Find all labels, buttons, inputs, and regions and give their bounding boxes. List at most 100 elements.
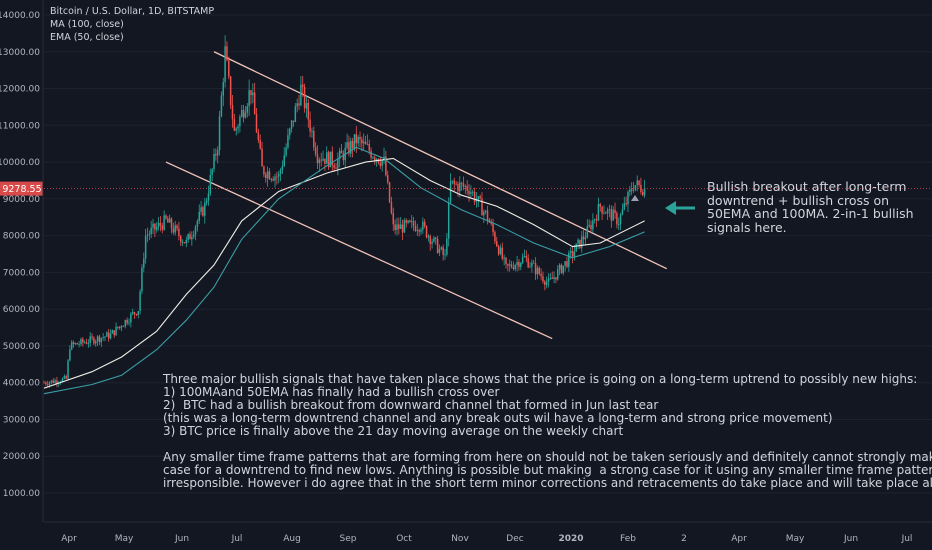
candle-body (442, 247, 444, 256)
candle-body (157, 222, 160, 227)
candle-body (265, 174, 267, 179)
candle-body (601, 206, 603, 214)
candle-body (301, 84, 304, 87)
y-tick-label: 8000.00 (3, 232, 40, 242)
candle-body (259, 140, 261, 149)
candle-body (268, 171, 271, 180)
candle-body (617, 224, 620, 225)
candle-body (333, 165, 335, 168)
candle-body (240, 110, 243, 117)
x-tick-label: Feb (620, 534, 636, 544)
candle-body (222, 82, 225, 96)
candle-body (579, 239, 581, 248)
legend-ma: MA (100, close) (50, 19, 124, 30)
current-price-line: 9278.55 (0, 181, 932, 201)
candle-body (449, 181, 452, 203)
candle-body (418, 230, 420, 232)
candle-body (555, 277, 557, 280)
candle-body (279, 169, 282, 175)
chart-legend: Bitcoin / U.S. Dollar, 1D, BITSTAMP MA (… (50, 5, 214, 44)
candle-body (54, 380, 56, 383)
candle-body (412, 221, 415, 226)
y-tick-label: 13000.00 (0, 48, 40, 58)
candle-body (246, 106, 249, 113)
candle-body (481, 198, 483, 216)
candle-body (322, 158, 324, 161)
candle-body (368, 143, 370, 151)
candle-body (490, 222, 492, 224)
candle-body (170, 218, 173, 229)
candle-body (392, 213, 395, 225)
candle-body (205, 200, 208, 203)
x-tick-label: Dec (506, 534, 523, 544)
candle-body (104, 336, 106, 338)
candle-body (575, 243, 577, 252)
candle-body (252, 92, 254, 96)
candle-body (248, 90, 250, 107)
candle-body (551, 277, 553, 279)
candle-body (128, 322, 130, 324)
candle-body (592, 220, 594, 230)
candle-body (444, 254, 446, 256)
candle-body (89, 336, 91, 343)
candle-body (518, 261, 520, 267)
candle-body (296, 103, 298, 107)
candle-body (505, 257, 507, 264)
chart-grid (44, 14, 932, 494)
candle-body (453, 180, 456, 184)
x-tick-label: May (786, 534, 805, 544)
candle-body (45, 382, 47, 385)
candle-body (277, 174, 280, 177)
candle-body (181, 242, 184, 244)
candle-body (610, 209, 613, 221)
candle-body (621, 209, 624, 215)
candle-body (76, 343, 79, 345)
candle-body (119, 326, 121, 329)
candle-body (309, 119, 311, 132)
candle-body (231, 105, 234, 120)
x-tick-label: Apr (61, 534, 77, 544)
candle-body (70, 342, 73, 350)
candle-body (475, 200, 478, 202)
candle-body (586, 226, 589, 238)
candle-body (250, 90, 252, 96)
candle-body (281, 166, 284, 170)
y-tick-label: 9000.00 (3, 195, 40, 205)
candle-body (218, 116, 221, 151)
candle-body (584, 237, 587, 240)
candle-body (558, 264, 561, 270)
candle-body (348, 142, 350, 154)
candle-body (313, 131, 315, 148)
candle-body (324, 158, 326, 164)
candle-body (331, 151, 334, 166)
candle-body (353, 134, 356, 149)
current-price-label: 9278.55 (2, 184, 41, 195)
candle-body (191, 236, 193, 240)
downtrend-channel (165, 51, 668, 340)
candle-body (239, 116, 241, 127)
candle-body (375, 158, 378, 161)
candle-body (117, 326, 119, 329)
candle-body (590, 224, 592, 230)
candle-body (52, 380, 54, 383)
legend-title: Bitcoin / U.S. Dollar, 1D, BITSTAMP (50, 6, 215, 17)
candle-body (499, 247, 502, 255)
candle-body (209, 174, 212, 194)
candle-body (290, 120, 293, 129)
candle-body (420, 229, 422, 232)
candle-body (588, 224, 590, 227)
candle-body (462, 183, 465, 187)
candle-body (100, 337, 103, 343)
candle-body (544, 281, 546, 285)
candle-body (91, 336, 93, 338)
candle-body (464, 186, 467, 187)
candle-body (165, 215, 167, 219)
candle-body (508, 264, 511, 266)
y-tick-label: 14000.00 (0, 11, 40, 21)
candle-body (361, 139, 363, 144)
candle-body (416, 230, 419, 231)
candle-body (457, 184, 459, 192)
candle-body (625, 203, 627, 205)
y-tick-label: 2000.00 (3, 452, 40, 462)
candle-body (159, 222, 162, 226)
